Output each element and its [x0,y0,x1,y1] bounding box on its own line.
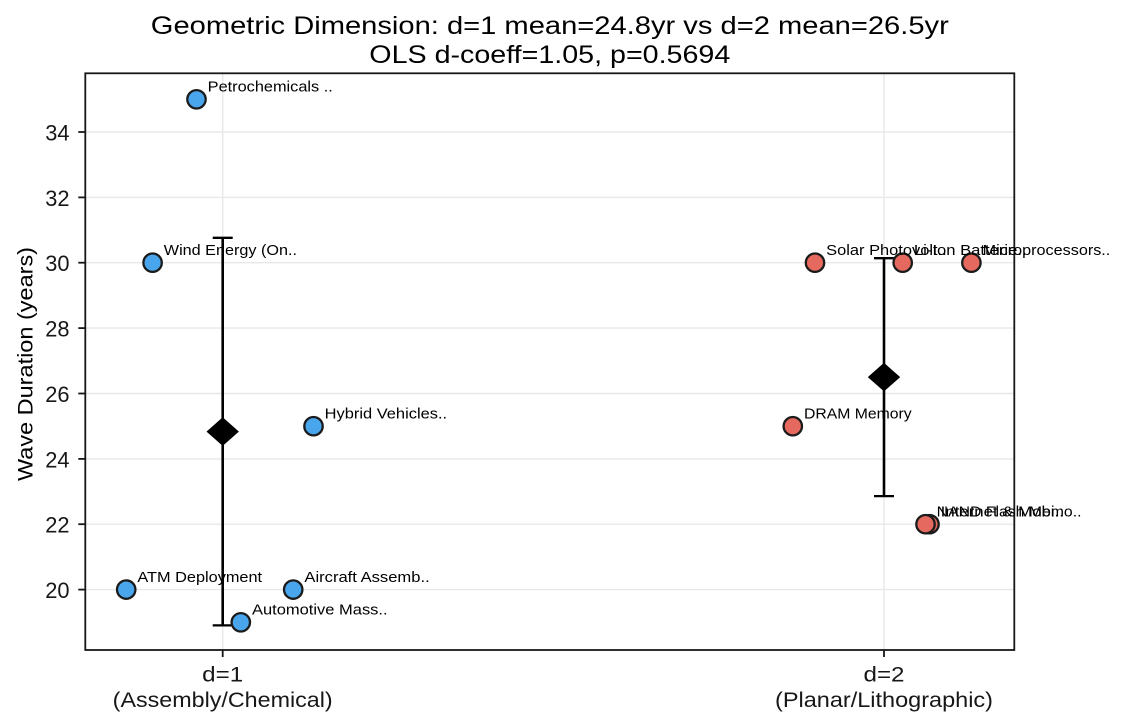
svg-text:22: 22 [45,513,69,538]
svg-text:Li-Ion Batterie..: Li-Ion Batterie.. [914,242,1027,259]
svg-text:Automotive Mass..: Automotive Mass.. [252,602,388,619]
svg-text:32: 32 [45,186,69,211]
svg-text:Wave Duration (years): Wave Duration (years) [14,247,38,481]
svg-text:30: 30 [45,251,69,276]
svg-text:DRAM Memory: DRAM Memory [804,405,912,422]
svg-text:24: 24 [45,447,69,472]
svg-text:Aircraft Assemb..: Aircraft Assemb.. [304,569,429,586]
svg-text:d=2: d=2 [864,663,905,686]
svg-text:Internet & Mobi..: Internet & Mobi.. [941,503,1064,520]
svg-text:Hybrid Vehicles..: Hybrid Vehicles.. [325,405,447,422]
svg-text:ATM Deployment: ATM Deployment [137,569,263,586]
svg-text:Microprocessors..: Microprocessors.. [983,242,1111,259]
svg-text:Wind Energy (On..: Wind Energy (On.. [164,242,297,259]
svg-text:26: 26 [45,382,69,407]
svg-text:(Planar/Lithographic): (Planar/Lithographic) [775,689,993,712]
svg-text:Petrochemicals ..: Petrochemicals .. [208,79,333,96]
svg-text:Solar Photovolt..: Solar Photovolt.. [826,242,947,259]
svg-text:28: 28 [45,317,69,342]
svg-text:d=1: d=1 [202,663,243,686]
svg-text:(Assembly/Chemical): (Assembly/Chemical) [113,689,333,712]
svg-text:20: 20 [45,578,69,603]
svg-text:34: 34 [45,121,69,146]
svg-text:NAND Flash Memo..: NAND Flash Memo.. [937,503,1082,520]
svg-text:Geometric Dimension: d=1 mean=: Geometric Dimension: d=1 mean=24.8yr vs … [151,12,949,40]
svg-text:OLS d-coeff=1.05, p=0.5694: OLS d-coeff=1.05, p=0.5694 [369,41,730,69]
